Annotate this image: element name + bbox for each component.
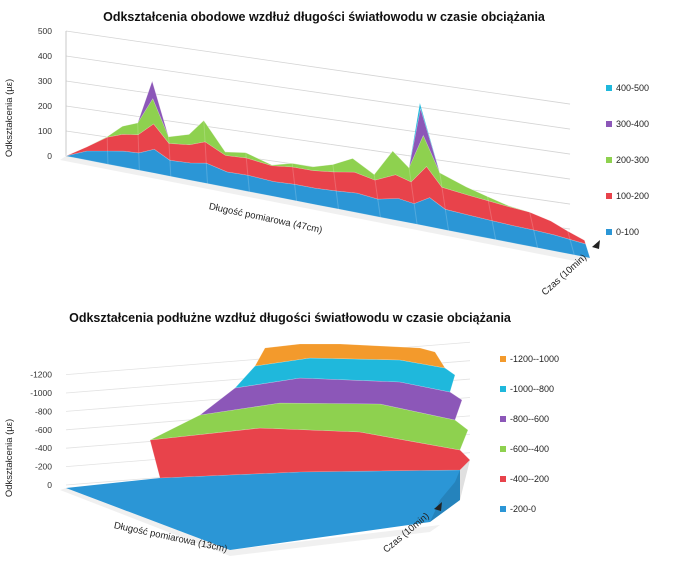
z-axis-ticks: 0 -200 -400 -600 -800 -1000 -1200 — [30, 370, 52, 490]
z-tick-label: -1000 — [30, 388, 52, 398]
legend-label: -1000--800 — [510, 384, 554, 394]
z-tick-label: -1200 — [30, 370, 52, 380]
surface-band--200-0 — [66, 470, 460, 550]
z-axis-label: Odkształcenia (µε) — [4, 419, 15, 497]
z-tick-label: 200 — [38, 101, 52, 111]
chart-title: Odkształcenia obodowe wzdłuż długości św… — [103, 10, 546, 24]
z-axis-label: Odkształcenia (µε) — [4, 79, 15, 157]
surface-band--1200--1000 — [254, 343, 446, 369]
legend: -1200--1000 -1000--800 -800--600 -600--400 -… — [500, 354, 559, 514]
legend-swatch — [500, 476, 506, 482]
time-axis-label: Czas (10min) — [540, 252, 589, 298]
surface-ridge — [554, 184, 575, 256]
surface-ridge — [433, 134, 450, 231]
z-axis-ticks: 0 100 200 300 400 500 — [38, 26, 52, 161]
z-tick-label: 400 — [38, 51, 52, 61]
chart-title: Odkształcenia podłużne wzdłuż długości ś… — [69, 311, 512, 325]
legend-label: -800--600 — [510, 414, 549, 424]
chart-circumferential-strain: Odkształcenia obodowe wzdłuż długości św… — [4, 10, 649, 298]
surface-band-400-500 — [65, 80, 585, 241]
legend-label: -1200--1000 — [510, 354, 559, 364]
legend-swatch — [500, 446, 506, 452]
time-axis-arrow — [434, 502, 442, 511]
time-axis-arrow — [592, 240, 600, 249]
chart-longitudinal-strain-svg: Odkształcenia podłużne wzdłuż długości ś… — [4, 311, 559, 556]
surface-shadow — [60, 488, 440, 556]
surface-ridge — [367, 134, 381, 218]
surface-ridge — [201, 90, 208, 184]
legend-label: -200-0 — [510, 504, 536, 514]
z-tick-label: 100 — [38, 126, 52, 136]
legend-swatch — [500, 356, 506, 362]
legend-swatch — [606, 229, 612, 235]
surface-ridge — [105, 104, 109, 165]
z-tick-label: -200 — [35, 462, 52, 472]
surface-ridge — [327, 126, 339, 210]
surface-ridge — [287, 125, 298, 201]
surface-ridge — [241, 116, 250, 192]
surface-ridge — [136, 91, 140, 171]
legend-swatch — [606, 121, 612, 127]
z-tick-label: 0 — [47, 151, 52, 161]
legend-swatch — [606, 157, 612, 163]
legend-label: 400-500 — [616, 83, 649, 93]
legend-swatch — [606, 85, 612, 91]
chart-circumferential-strain-svg: Odkształcenia obodowe wzdłuż długości św… — [4, 10, 649, 298]
z-tick-label: 500 — [38, 26, 52, 36]
surface-band-0-100 — [65, 148, 591, 259]
grid-line — [65, 55, 571, 130]
legend-swatch — [606, 193, 612, 199]
surface-ridge — [519, 166, 539, 248]
surface-ridge — [478, 153, 497, 240]
legend-swatch — [500, 416, 506, 422]
z-tick-label: 300 — [38, 76, 52, 86]
legend-swatch — [500, 386, 506, 392]
surface-shadow — [60, 156, 590, 262]
legend-label: -600--400 — [510, 444, 549, 454]
surface — [60, 80, 591, 262]
grid-line — [65, 30, 571, 105]
legend-label: 200-300 — [616, 155, 649, 165]
legend-label: 100-200 — [616, 191, 649, 201]
surface-ridge — [166, 103, 172, 177]
z-tick-label: -600 — [35, 425, 52, 435]
z-tick-label: -800 — [35, 406, 52, 416]
legend-swatch — [500, 506, 506, 512]
surface — [60, 343, 471, 556]
legend-label: 300-400 — [616, 119, 649, 129]
z-tick-label: -400 — [35, 443, 52, 453]
chart-longitudinal-strain: Odkształcenia podłużne wzdłuż długości ś… — [0, 300, 691, 564]
legend: 400-500 300-400 200-300 100-200 0-100 — [606, 83, 649, 237]
legend-label: 0-100 — [616, 227, 639, 237]
surface-ridge — [403, 129, 418, 225]
z-tick-label: 0 — [47, 480, 52, 490]
legend-label: -400--200 — [510, 474, 549, 484]
